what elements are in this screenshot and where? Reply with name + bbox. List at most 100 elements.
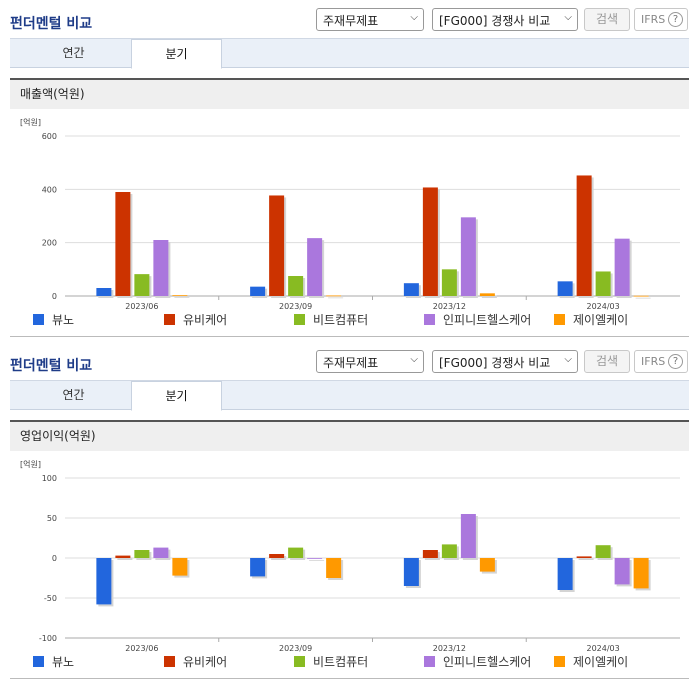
bar[interactable] (326, 295, 342, 297)
legend-swatch (33, 314, 44, 325)
legend-swatch (554, 314, 565, 325)
bar[interactable] (576, 556, 592, 558)
bar[interactable] (153, 547, 169, 558)
legend-item[interactable]: 뷰노 (33, 655, 74, 669)
ifrs-label: IFRS (641, 355, 666, 368)
bar[interactable] (307, 238, 323, 296)
bar[interactable] (115, 192, 131, 296)
panel-title: 펀더멘털 비교 (10, 16, 93, 32)
statement-type-value: 주재무제표 (323, 356, 379, 370)
legend-swatch (33, 656, 44, 667)
legend-item[interactable]: 유비케어 (164, 655, 227, 669)
bar[interactable] (460, 514, 476, 558)
ifrs-label: IFRS (641, 13, 666, 26)
x-tick-label: 2023/12 (433, 302, 466, 311)
bar[interactable] (422, 550, 438, 558)
bar[interactable] (307, 558, 323, 559)
bar[interactable] (403, 283, 419, 296)
y-tick-label: -100 (39, 634, 57, 643)
chart-legend: 뷰노 유비케어 비트컴퓨터 인피니트헬스케어 제이엘케이 (0, 655, 696, 669)
divider (10, 678, 689, 679)
operating-profit-panel: 펀더멘털 비교 주재무제표 ⌵ [FG000] 경쟁사 비교 ⌵ 검색 IFRS… (0, 342, 696, 684)
bar[interactable] (595, 271, 611, 296)
legend-swatch (294, 314, 305, 325)
bar[interactable] (595, 545, 611, 558)
legend-swatch (424, 314, 435, 325)
legend-item[interactable]: 유비케어 (164, 313, 227, 327)
bar[interactable] (288, 276, 304, 296)
legend-swatch (164, 656, 175, 667)
tab-quarterly[interactable]: 분기 (131, 381, 222, 411)
bar-shadow (635, 297, 651, 299)
revenue-chart-svg: [억원] 0 200 400 600 2023/06 2023/09 2023/12 2024/… (20, 117, 680, 311)
legend-swatch (164, 314, 175, 325)
bar[interactable] (479, 558, 495, 572)
panel-header: 펀더멘털 비교 주재무제표 ⌵ [FG000] 경쟁사 비교 ⌵ 검색 IFRS… (0, 342, 696, 380)
bar[interactable] (288, 547, 304, 558)
legend-label: 뷰노 (52, 655, 75, 669)
bar[interactable] (479, 293, 495, 296)
bar[interactable] (269, 554, 285, 558)
operating-profit-chart-svg: [억원] -100 -50 0 50 100 2023/06 2023/09 2023/12 20… (20, 459, 680, 653)
legend-label: 인피니트헬스케어 (443, 655, 532, 669)
legend-label: 뷰노 (52, 313, 75, 327)
legend-swatch (554, 656, 565, 667)
bar[interactable] (269, 195, 285, 296)
bar[interactable] (614, 238, 630, 296)
legend-swatch (424, 656, 435, 667)
y-tick-label: 200 (42, 239, 57, 248)
search-button[interactable]: 검색 (584, 8, 630, 31)
legend-item[interactable]: 비트컴퓨터 (294, 655, 368, 669)
bar[interactable] (557, 558, 573, 590)
bar[interactable] (633, 558, 649, 589)
bar[interactable] (633, 295, 649, 297)
legend-item[interactable]: 비트컴퓨터 (294, 313, 368, 327)
operating-profit-chart: [억원] -100 -50 0 50 100 2023/06 2023/09 2023/12 20… (0, 451, 696, 676)
bar[interactable] (172, 295, 188, 296)
statement-type-select[interactable]: 주재무제표 ⌵ (316, 350, 424, 373)
bar[interactable] (96, 288, 112, 296)
y-tick-label: 50 (47, 514, 57, 523)
legend-swatch (294, 656, 305, 667)
bar[interactable] (250, 558, 266, 577)
y-tick-label: 100 (42, 474, 57, 483)
bar[interactable] (250, 286, 266, 296)
bar[interactable] (576, 175, 592, 296)
bar[interactable] (153, 240, 169, 296)
panel-header: 펀더멘털 비교 주재무제표 ⌵ [FG000] 경쟁사 비교 ⌵ 검색 IFRS… (0, 0, 696, 38)
tab-annual[interactable]: 연간 (62, 46, 85, 60)
ifrs-button[interactable]: IFRS ? (634, 8, 688, 31)
bar[interactable] (403, 558, 419, 586)
comparison-group-select[interactable]: [FG000] 경쟁사 비교 ⌵ (432, 350, 578, 373)
legend-item[interactable]: 인피니트헬스케어 (424, 655, 531, 669)
bar[interactable] (614, 558, 630, 585)
bar[interactable] (557, 281, 573, 296)
bar[interactable] (422, 187, 438, 296)
tab-annual[interactable]: 연간 (62, 388, 85, 402)
bar[interactable] (172, 558, 188, 576)
legend-item[interactable]: 제이엘케이 (554, 655, 628, 669)
bar[interactable] (115, 555, 131, 558)
search-button[interactable]: 검색 (584, 350, 630, 373)
bar[interactable] (134, 274, 150, 296)
bar[interactable] (441, 269, 457, 296)
chevron-down-icon: ⌵ (410, 354, 418, 365)
legend-item[interactable]: 인피니트헬스케어 (424, 313, 531, 327)
section-title: 영업이익(억원) (10, 420, 689, 451)
bar[interactable] (441, 544, 457, 558)
statement-type-select[interactable]: 주재무제표 ⌵ (316, 8, 424, 31)
legend-label: 비트컴퓨터 (313, 313, 369, 327)
legend-label: 유비케어 (183, 655, 228, 669)
tab-quarterly[interactable]: 분기 (131, 39, 222, 69)
bar[interactable] (96, 558, 112, 605)
legend-item[interactable]: 제이엘케이 (554, 313, 628, 327)
ifrs-button[interactable]: IFRS ? (634, 350, 688, 373)
legend-item[interactable]: 뷰노 (33, 313, 74, 327)
bar[interactable] (326, 558, 342, 578)
chevron-down-icon: ⌵ (564, 12, 572, 23)
period-tabs: 연간 분기 (10, 38, 689, 69)
bar[interactable] (134, 550, 150, 558)
legend-label: 유비케어 (183, 313, 228, 327)
bar[interactable] (460, 217, 476, 296)
comparison-group-select[interactable]: [FG000] 경쟁사 비교 ⌵ (432, 8, 578, 31)
